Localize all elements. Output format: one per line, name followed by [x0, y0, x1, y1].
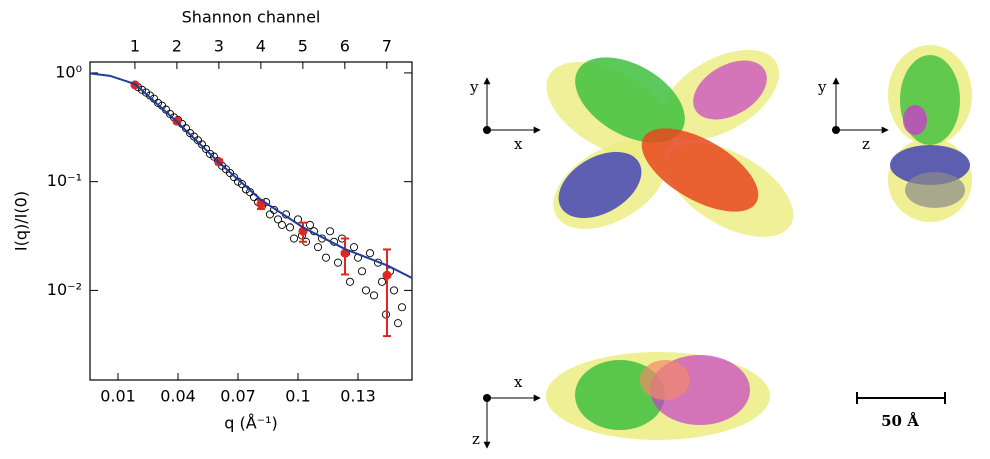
- data-point: [365, 249, 375, 258]
- x-tick-label: 0.1: [285, 387, 310, 406]
- plot-frame: [89, 61, 413, 381]
- data-point: [141, 88, 151, 97]
- y-tick-label: 10⁻¹: [47, 171, 82, 190]
- y-tick-label: 10⁰: [55, 62, 82, 81]
- data-point: [153, 98, 163, 107]
- data-point: [325, 227, 335, 236]
- data-point: [229, 173, 239, 182]
- y-tick-label: 10⁻²: [47, 280, 82, 299]
- data-point: [285, 223, 295, 232]
- axis-letter: x: [514, 373, 523, 391]
- data-point: [277, 220, 287, 229]
- axis-letter: y: [469, 78, 479, 96]
- x2-tick-label: 2: [172, 37, 182, 56]
- data-point: [197, 140, 207, 149]
- structure-side: [888, 45, 972, 222]
- data-point: [265, 210, 275, 219]
- data-point: [349, 243, 359, 252]
- data-point: [305, 220, 315, 229]
- data-point: [377, 277, 387, 286]
- axis-letter: z: [472, 430, 480, 448]
- x2-tick-label: 1: [130, 37, 140, 56]
- structure-top: [546, 352, 770, 440]
- x-tick-label: 0.07: [220, 387, 256, 406]
- data-point: [313, 243, 323, 252]
- data-point: [397, 303, 407, 312]
- data-point: [333, 258, 343, 267]
- data-point: [321, 253, 331, 262]
- data-point: [361, 286, 371, 295]
- data-point: [369, 291, 379, 300]
- data-point: [137, 85, 147, 94]
- data-point: [201, 144, 211, 153]
- x2-tick-label: 5: [298, 37, 308, 56]
- data-point: [382, 270, 392, 280]
- data-point: [345, 277, 355, 286]
- x-tick-label: 0.04: [160, 387, 196, 406]
- fit-line: [89, 72, 413, 279]
- axis-letter: y: [817, 78, 827, 96]
- data-point: [237, 180, 247, 189]
- y-axis-label: I(q)/I(0): [12, 191, 31, 251]
- data-point: [205, 149, 215, 158]
- structure-front: [546, 49, 794, 237]
- x2-tick-label: 7: [382, 37, 392, 56]
- x2-tick-label: 3: [214, 37, 224, 56]
- x-axis-label: q (Å⁻¹): [224, 414, 278, 433]
- data-point: [289, 234, 299, 243]
- x2-tick-label: 4: [256, 37, 266, 56]
- scale-bar-label: 50 Å: [881, 412, 919, 430]
- data-point: [393, 319, 403, 328]
- x2-axis-label: Shannon channel: [182, 8, 321, 27]
- axis-letter: x: [514, 135, 523, 153]
- x-tick-label: 0.01: [100, 387, 136, 406]
- data-point: [209, 152, 219, 161]
- data-point: [273, 215, 283, 224]
- data-point: [389, 286, 399, 295]
- data-point: [357, 267, 367, 276]
- x-tick-label: 0.13: [340, 387, 376, 406]
- axis-letter: z: [862, 135, 870, 153]
- x2-tick-label: 6: [340, 37, 350, 56]
